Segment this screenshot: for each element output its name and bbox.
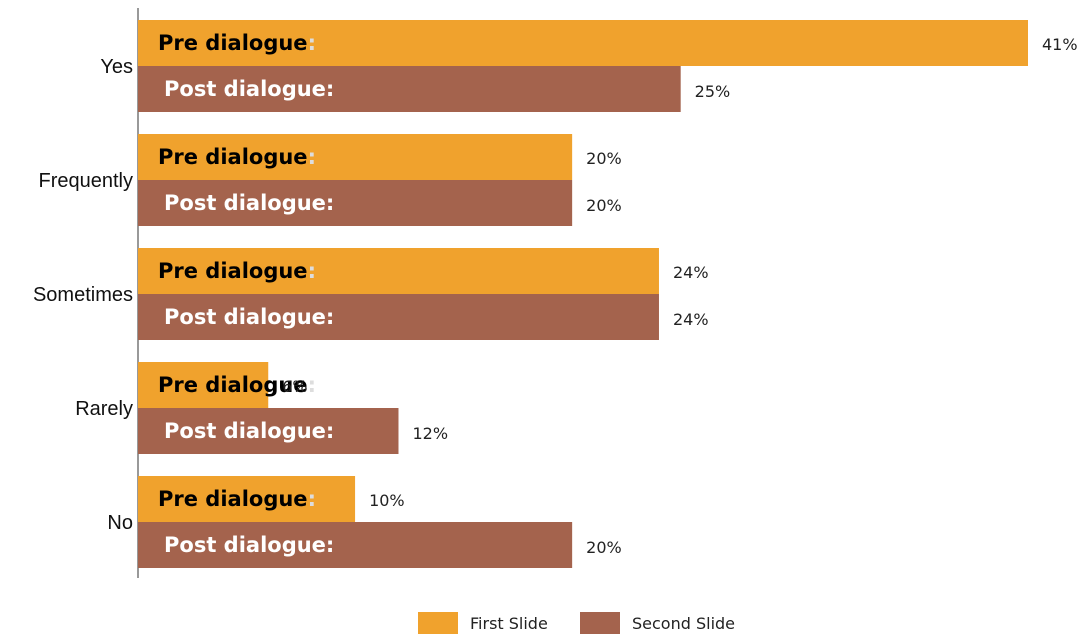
bar-second-slide-frequently xyxy=(138,180,573,226)
bar-first-slide-frequently xyxy=(138,134,573,180)
legend-item-second-slide: Second Slide xyxy=(580,612,735,634)
value-label-second-slide-no: 20% xyxy=(586,538,622,557)
bar-text-second-slide-sometimes: Post dialogue: xyxy=(164,305,334,329)
bar-first-slide-yes xyxy=(138,20,1028,66)
value-label-second-slide-yes: 25% xyxy=(695,82,731,101)
value-label-first-slide-sometimes: 24% xyxy=(673,263,709,282)
value-label-second-slide-sometimes: 24% xyxy=(673,310,709,329)
value-label-first-slide-yes: 41% xyxy=(1042,35,1078,54)
bar-chart: Yes Pre dialogue: 41% Post dialogue: 25% Freq… xyxy=(33,8,1078,578)
bar-first-slide-no xyxy=(138,476,356,522)
bar-text-second-slide-frequently: Post dialogue: xyxy=(164,191,334,215)
legend-label-second-slide: Second Slide xyxy=(632,613,736,633)
bar-text-second-slide-yes: Post dialogue: xyxy=(164,77,334,101)
bar-text-first-slide-sometimes: Pre dialogue: xyxy=(158,259,316,283)
value-label-second-slide-rarely: 12% xyxy=(412,424,448,443)
category-label-no: No xyxy=(107,512,133,534)
legend-swatch-second-slide xyxy=(580,612,620,634)
bar-second-slide-sometimes xyxy=(138,294,659,340)
bar-text-first-slide-frequently: Pre dialogue: xyxy=(158,145,316,169)
value-label-first-slide-frequently: 20% xyxy=(586,149,622,168)
bar-first-slide-rarely xyxy=(138,362,269,408)
bar-text-first-slide-no: Pre dialogue: xyxy=(158,487,316,511)
bar-first-slide-sometimes xyxy=(138,248,659,294)
category-label-yes: Yes xyxy=(100,56,133,78)
legend: First Slide Second Slide xyxy=(0,608,1084,638)
bar-text-first-slide-yes: Pre dialogue: xyxy=(158,31,316,55)
bar-text-second-slide-no: Post dialogue: xyxy=(164,533,334,557)
value-label-second-slide-frequently: 20% xyxy=(586,196,622,215)
bar-second-slide-rarely xyxy=(138,408,399,454)
bar-second-slide-no xyxy=(138,522,573,568)
category-label-sometimes: Sometimes xyxy=(33,284,133,306)
legend-swatch-first-slide xyxy=(418,612,458,634)
bar-second-slide-yes xyxy=(138,66,681,112)
bar-text-first-slide-rarely: Pre dialogue: xyxy=(158,373,316,397)
category-label-rarely: Rarely xyxy=(75,398,133,420)
value-label-first-slide-no: 10% xyxy=(369,491,405,510)
category-label-frequently: Frequently xyxy=(39,170,134,192)
bar-text-second-slide-rarely: Post dialogue: xyxy=(164,419,334,443)
value-label-first-slide-rarely: 6% xyxy=(282,377,307,396)
legend-item-first-slide: First Slide xyxy=(418,612,548,634)
legend-label-first-slide: First Slide xyxy=(470,613,548,633)
